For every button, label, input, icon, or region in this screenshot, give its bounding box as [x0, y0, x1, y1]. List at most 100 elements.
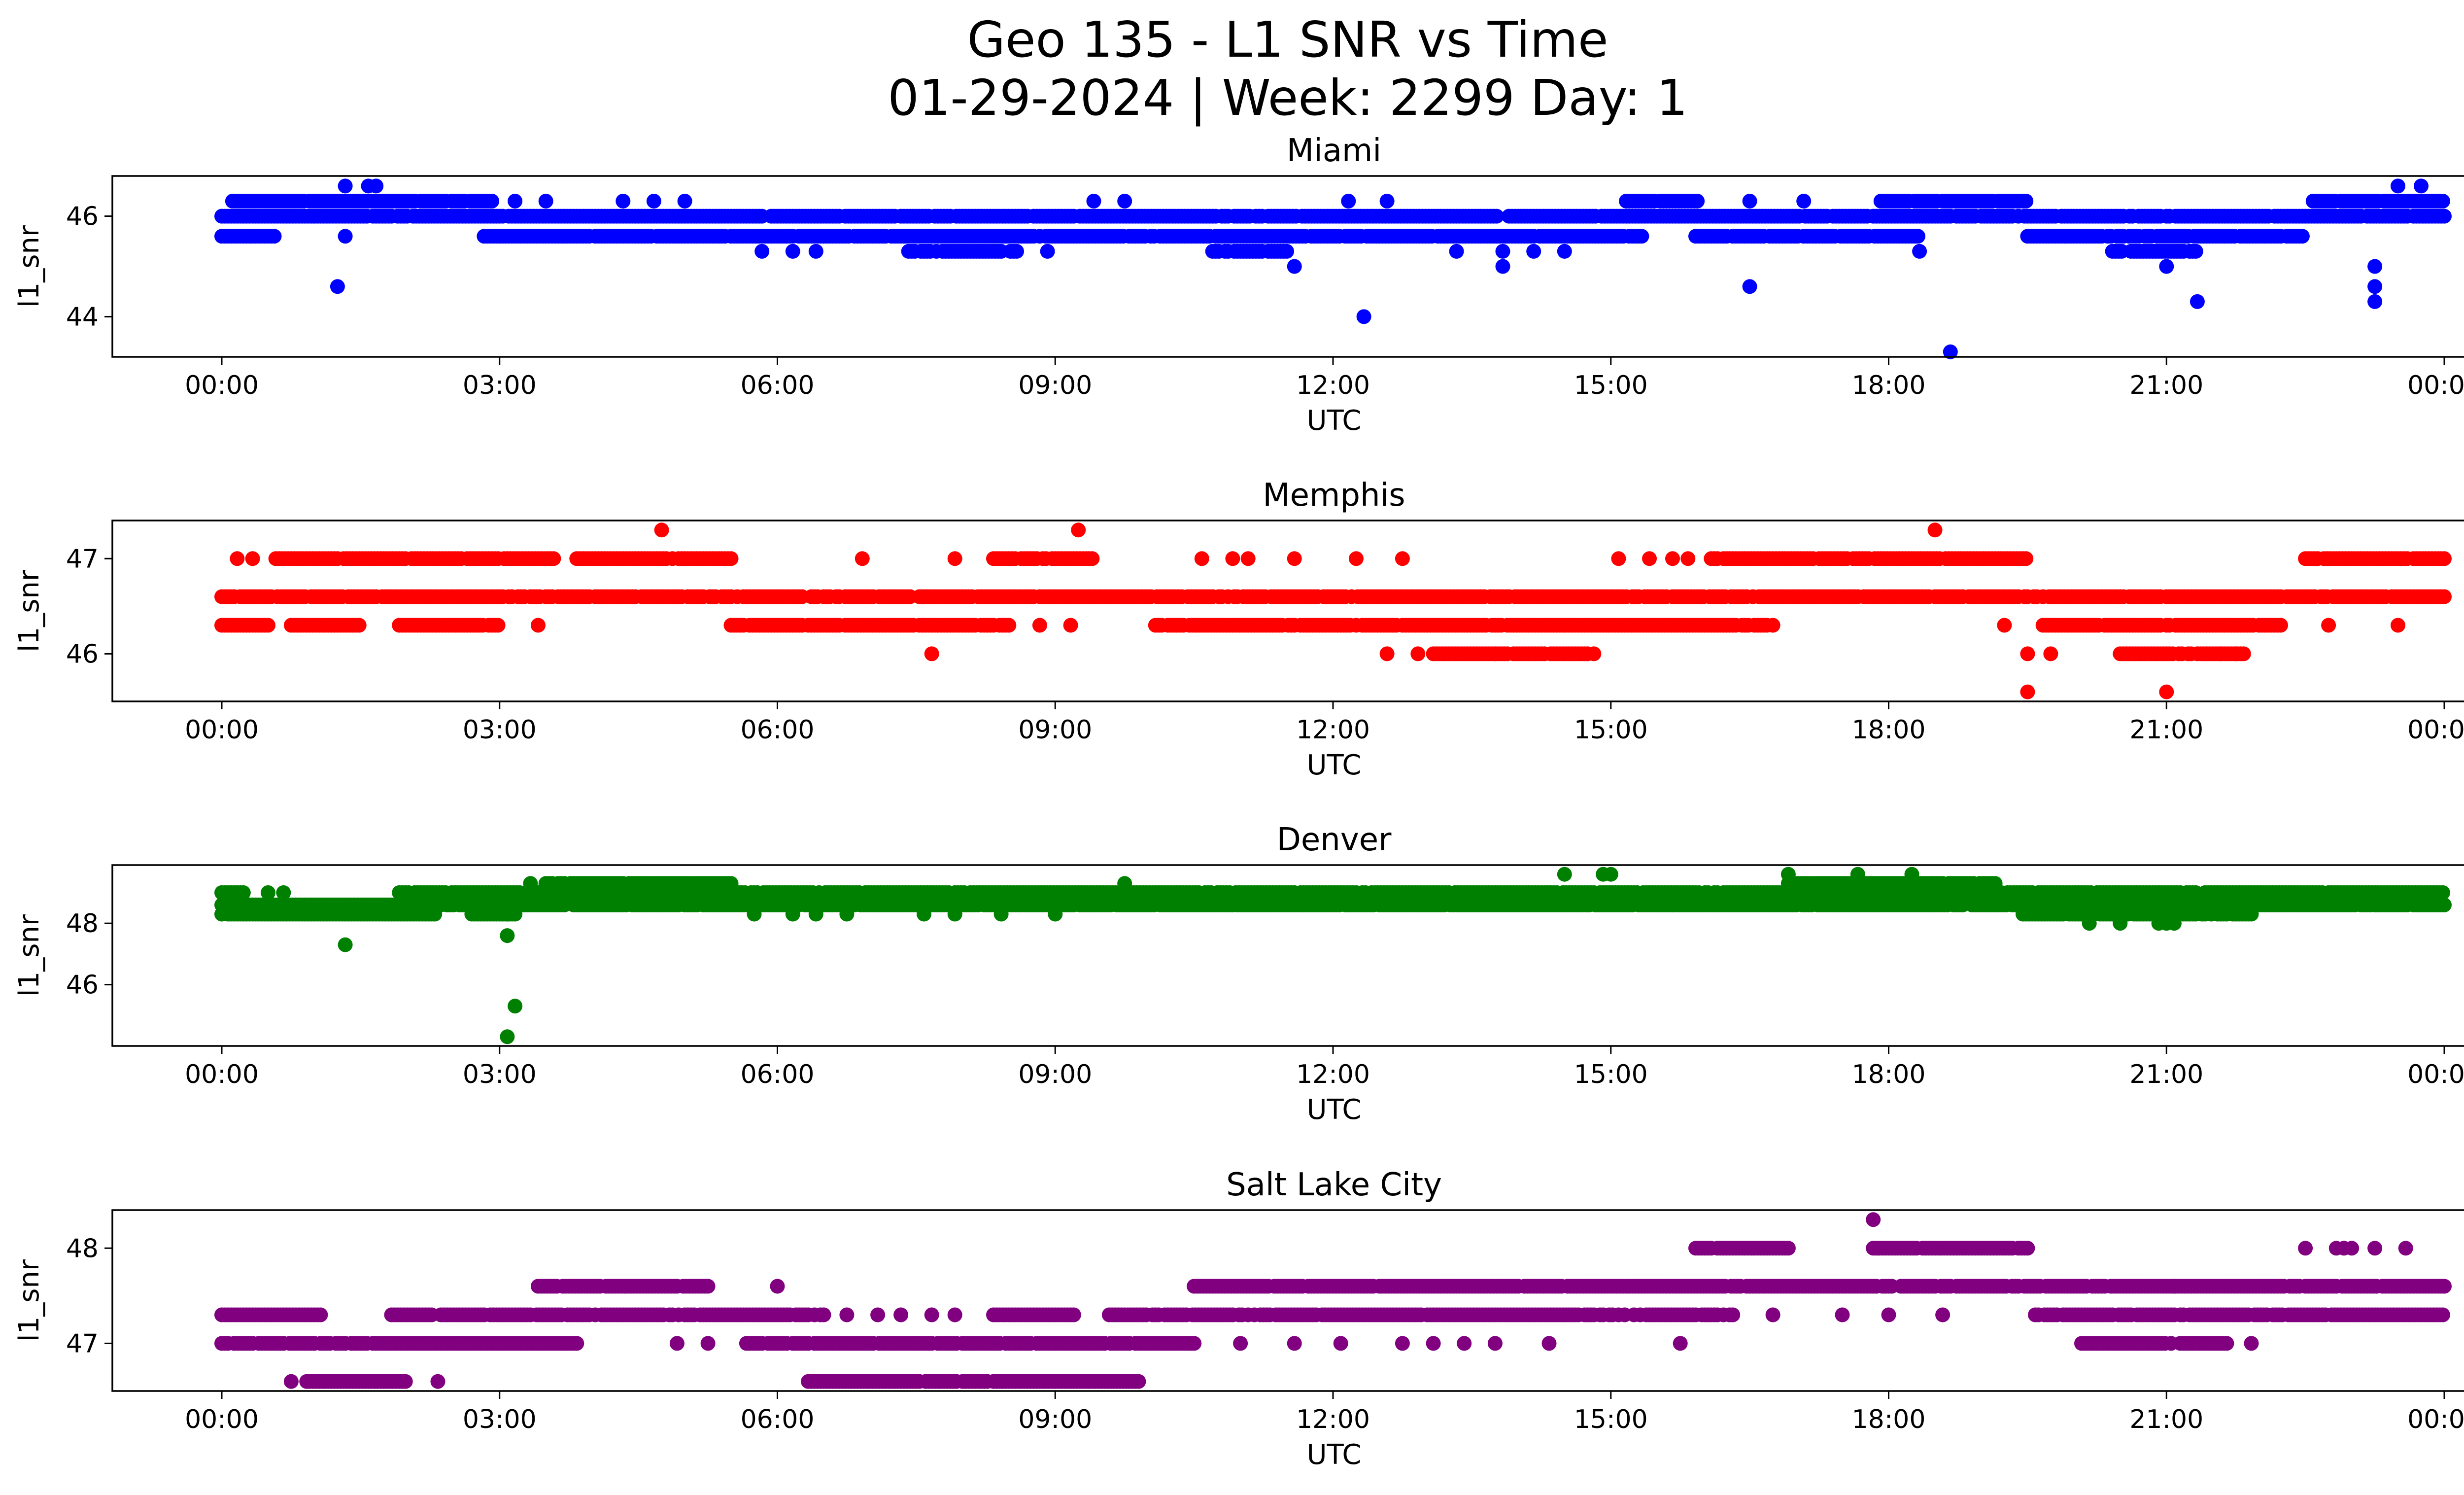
data-point — [1085, 551, 1100, 566]
x-tick-label: 03:00 — [463, 1060, 537, 1089]
x-tick-label: 21:00 — [2129, 715, 2203, 745]
data-point — [2435, 194, 2450, 209]
data-point — [1117, 194, 1132, 209]
data-point — [839, 906, 855, 922]
data-point — [1356, 309, 1371, 324]
x-tick-label: 15:00 — [1574, 371, 1648, 400]
y-axis-label: l1_snr — [13, 225, 45, 308]
x-tick-label: 06:00 — [741, 371, 815, 400]
x-tick-label: 12:00 — [1296, 1060, 1370, 1089]
data-point — [1410, 646, 1426, 661]
data-point — [1349, 551, 1364, 566]
data-point — [1850, 867, 1865, 882]
data-points — [214, 867, 2452, 1044]
x-axis-label: UTC — [1306, 749, 1361, 781]
data-point — [267, 229, 282, 244]
data-points — [214, 1212, 2452, 1389]
data-point — [1586, 646, 1602, 661]
data-point — [508, 194, 523, 209]
data-point — [2228, 646, 2244, 661]
data-point — [2391, 618, 2405, 633]
data-point — [427, 906, 443, 922]
data-point — [2367, 259, 2383, 274]
data-point — [1989, 897, 2004, 912]
data-point — [855, 551, 870, 566]
data-points — [214, 522, 2452, 699]
x-tick-label: 09:00 — [1018, 371, 1092, 400]
x-tick-label: 18:00 — [1852, 1060, 1926, 1089]
x-tick-label: 15:00 — [1574, 715, 1648, 745]
data-point — [330, 279, 345, 294]
data-point — [1194, 551, 1209, 566]
data-point — [2273, 618, 2288, 633]
data-point — [2020, 684, 2035, 699]
x-tick-label: 15:00 — [1574, 1060, 1648, 1089]
data-point — [245, 551, 260, 566]
data-point — [261, 885, 275, 900]
y-tick-label: 46 — [66, 202, 99, 232]
data-point — [2437, 209, 2452, 224]
data-point — [500, 928, 515, 943]
data-point — [2244, 906, 2259, 922]
data-point — [924, 646, 939, 661]
data-point — [276, 885, 291, 900]
data-point — [1780, 1241, 1796, 1256]
data-point — [508, 999, 523, 1014]
data-point — [2294, 229, 2310, 244]
y-tick-label: 46 — [66, 971, 99, 1000]
data-point — [2113, 916, 2128, 931]
y-tick-label: 46 — [66, 639, 99, 669]
x-tick-label: 00:00 — [2407, 715, 2464, 745]
data-point — [1225, 897, 1240, 912]
x-tick-label: 12:00 — [1296, 715, 1370, 745]
x-tick-label: 06:00 — [741, 715, 815, 745]
data-point — [2213, 646, 2228, 661]
data-point — [338, 229, 353, 244]
data-point — [785, 906, 800, 922]
data-point — [993, 906, 1009, 922]
data-point — [1395, 551, 1410, 566]
x-tick-label: 18:00 — [1852, 371, 1926, 400]
data-point — [538, 194, 553, 209]
data-point — [2159, 684, 2174, 699]
data-point — [1032, 618, 1047, 633]
data-point — [1634, 229, 1649, 244]
data-point — [1279, 243, 1294, 259]
data-point — [2367, 279, 2383, 294]
x-tick-label: 12:00 — [1296, 371, 1370, 400]
data-point — [1580, 897, 1595, 912]
data-point — [2437, 551, 2452, 566]
data-point — [1086, 194, 1101, 209]
data-point — [1287, 551, 1302, 566]
data-point — [484, 194, 500, 209]
data-point — [1927, 522, 1943, 538]
data-point — [1117, 876, 1132, 891]
x-tick-label: 21:00 — [2129, 1060, 2203, 1089]
plot-frame — [111, 175, 2464, 358]
subplot-title: Denver — [1277, 822, 1392, 858]
x-axis-label: UTC — [1306, 405, 1361, 437]
data-point — [1449, 243, 1464, 259]
data-point — [1225, 551, 1240, 566]
data-point — [2414, 178, 2429, 194]
data-point — [1665, 897, 1680, 912]
x-axis-label: UTC — [1306, 1094, 1361, 1126]
data-point — [1911, 229, 1925, 244]
data-point — [351, 618, 367, 633]
y-tick-label: 48 — [66, 909, 99, 939]
x-tick-label: 00:00 — [2407, 1060, 2464, 1089]
data-point — [2019, 194, 2034, 209]
x-tick-label: 09:00 — [1018, 1060, 1092, 1089]
x-tick-label: 00:00 — [2407, 371, 2464, 400]
data-point — [1063, 618, 1078, 633]
data-point — [1943, 344, 1958, 359]
data-point — [2321, 618, 2336, 633]
data-point — [616, 194, 631, 209]
data-point — [1642, 551, 1657, 566]
data-point — [1379, 194, 1395, 209]
data-point — [917, 906, 931, 922]
data-point — [1295, 897, 1310, 912]
